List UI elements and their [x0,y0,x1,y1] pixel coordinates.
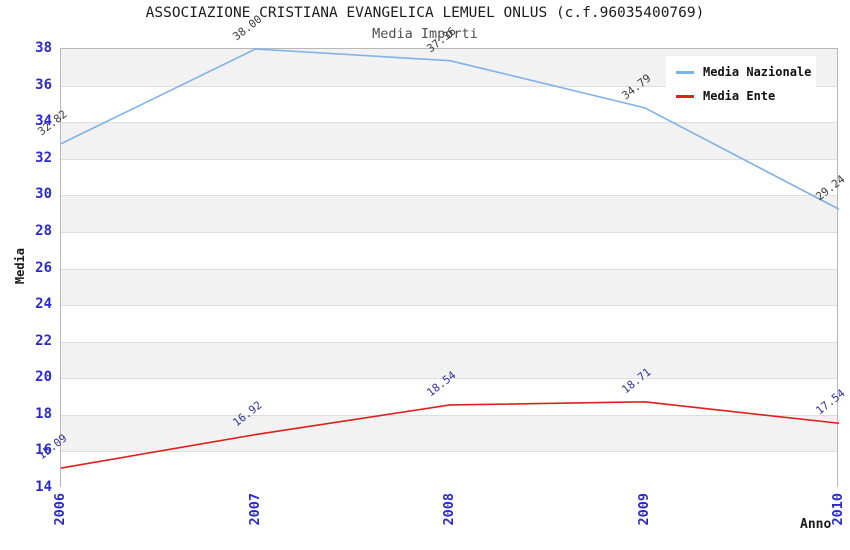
gridline [61,122,837,124]
y-tick-label: 16 [35,442,52,459]
legend-label: Media Ente [703,89,776,103]
y-tick-label: 22 [35,332,52,349]
x-tick-label: 2007 [246,493,263,526]
gridline [61,268,837,270]
x-tick-label: 2008 [441,493,457,526]
legend-swatch-media-nazionale-icon [676,70,694,74]
plot-area [60,48,840,488]
x-tick-label: 2009 [635,493,652,526]
y-tick-label: 26 [35,259,52,276]
gridline [61,414,837,416]
chart-subtitle: Media Importi [372,26,478,42]
y-tick-label: 14 [35,479,52,495]
y-tick-label: 36 [35,76,52,93]
y-tick-label: 20 [35,369,52,386]
y-tick-label: 34 [35,113,52,130]
grid-band [61,341,837,379]
y-tick-label: 18 [35,405,52,422]
grid-band [61,305,837,342]
gridline [61,341,837,343]
grid-band [61,231,837,269]
gridline [61,158,837,160]
gridline [61,195,837,197]
x-axis-title: Anno [800,517,832,532]
gridline [61,231,837,233]
legend: Media Nazionale Media Ente [666,56,816,112]
gridline [61,85,837,87]
grid-band [61,158,837,196]
series-line-media-nazionale [60,48,840,210]
legend-swatch-media-ente-icon [676,94,694,98]
x-tick-label: 2006 [52,493,68,526]
x-tick-label: 2010 [830,493,846,526]
y-tick-label: 30 [35,186,52,203]
legend-item-media-ente: Media Ente [666,84,816,108]
chart-title: ASSOCIAZIONE CRISTIANA EVANGELICA LEMUEL… [145,5,705,21]
y-tick-label: 24 [35,296,52,313]
legend-label: Media Nazionale [703,65,812,79]
grid-band [61,268,837,306]
y-tick-label: 28 [35,222,52,239]
grid-band [61,451,837,488]
gridline [61,305,837,307]
y-tick-label: 32 [35,149,52,166]
legend-item-media-nazionale: Media Nazionale [666,60,816,84]
grid-band [61,195,837,232]
y-tick-label: 38 [35,40,52,56]
gridline [61,451,837,453]
series-line-media-ente [60,401,840,469]
series-plot [60,48,840,469]
gridline [61,378,837,380]
